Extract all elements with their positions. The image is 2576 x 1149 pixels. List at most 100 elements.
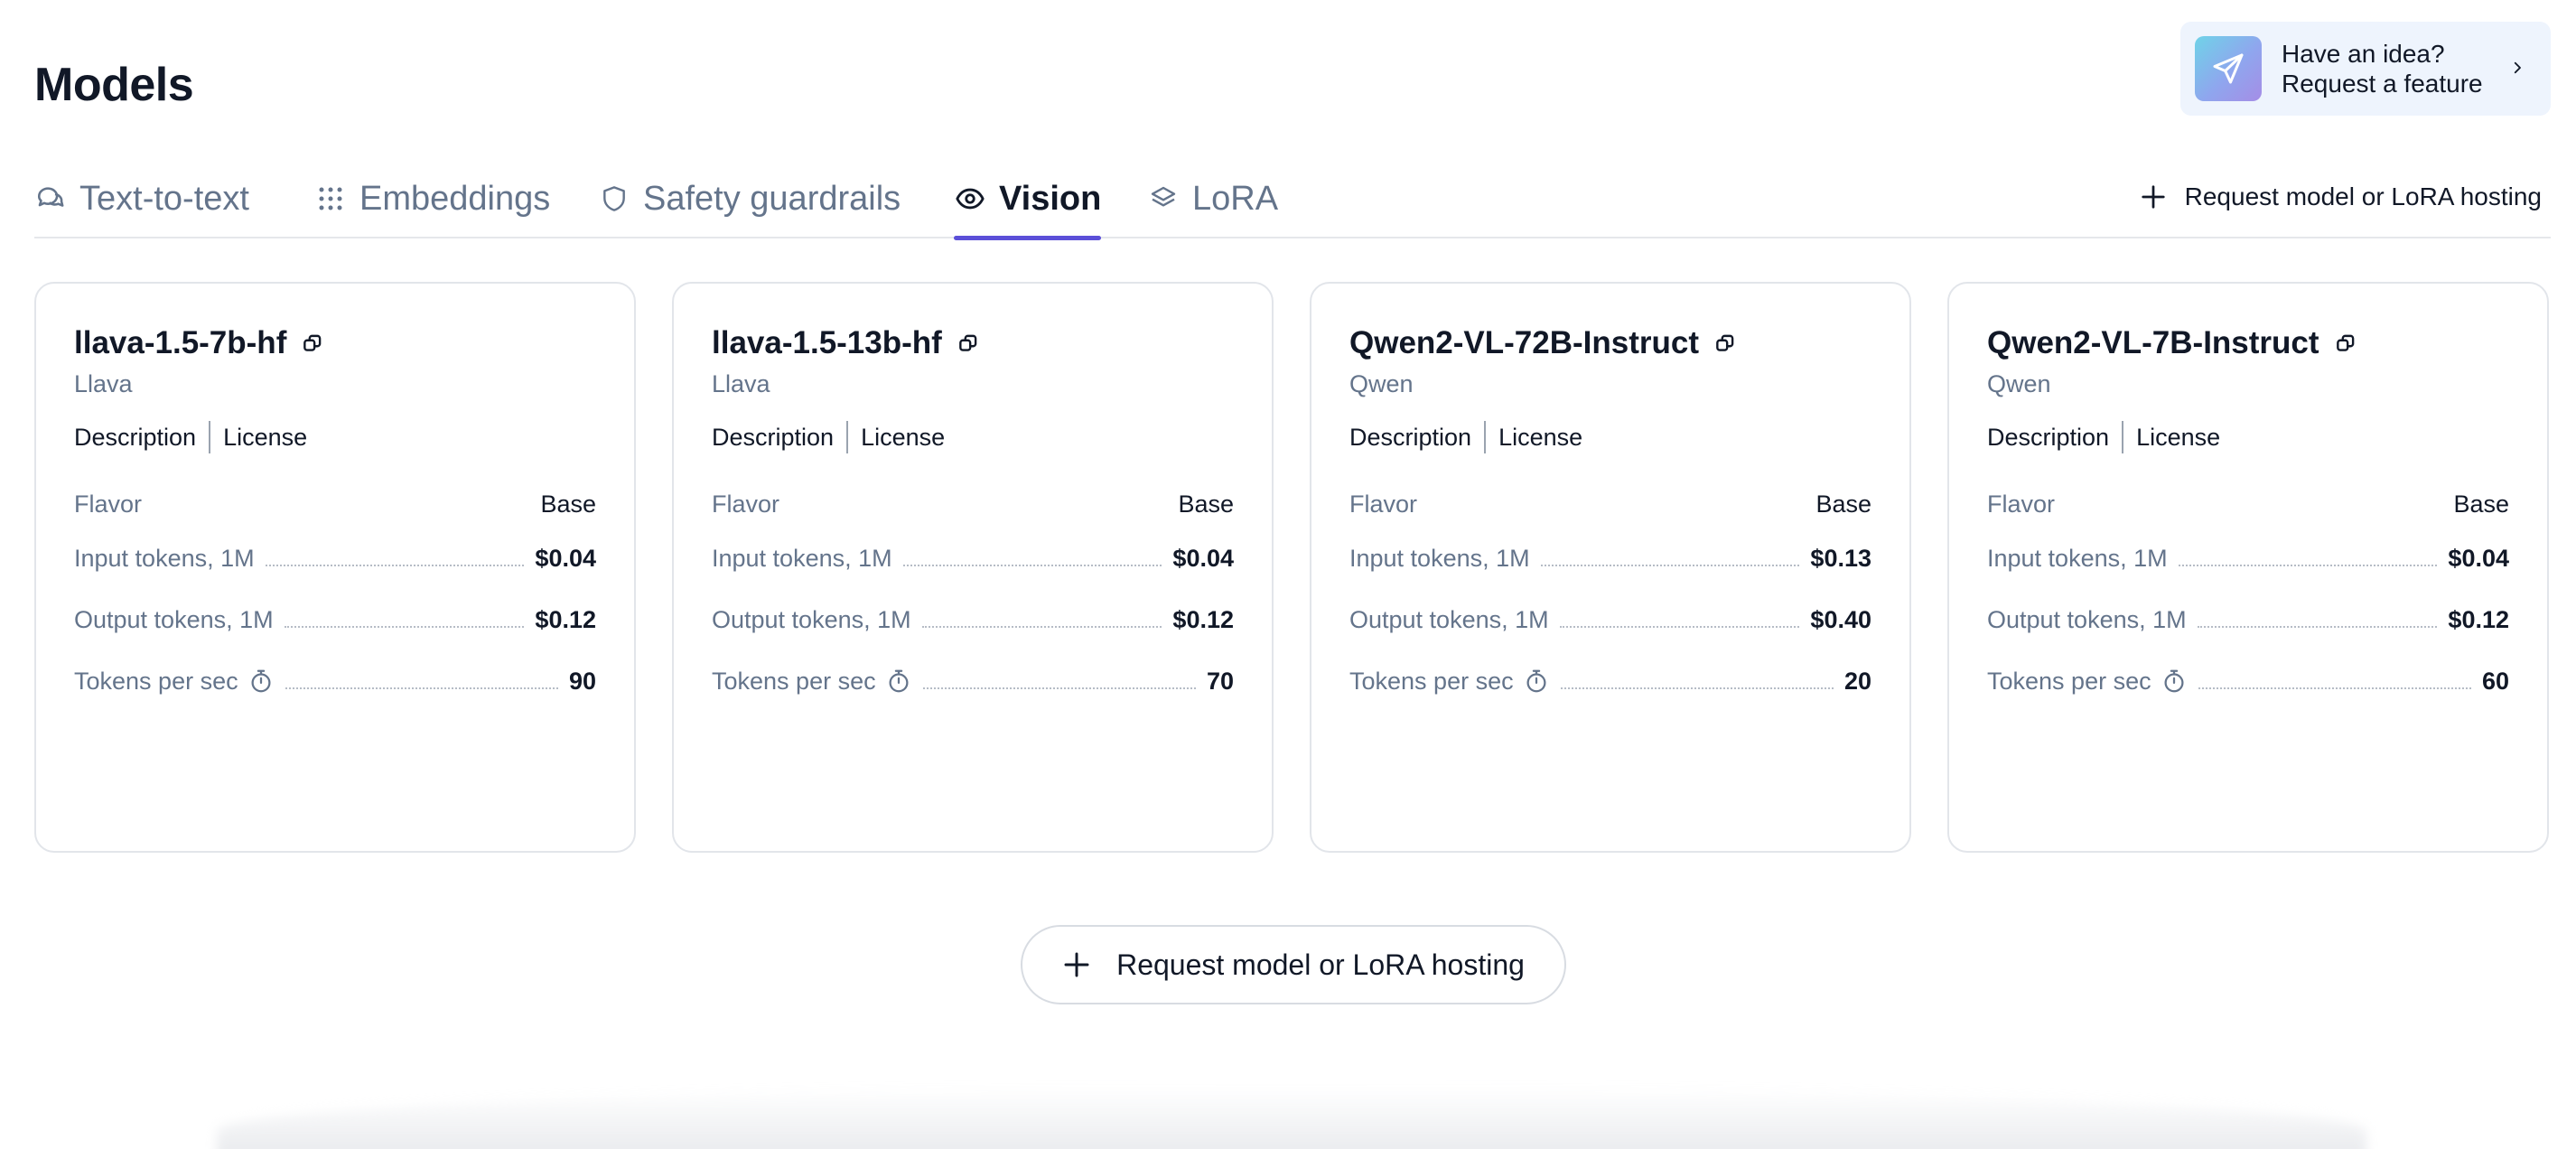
dotted-leader (1559, 626, 1800, 628)
tab-label: Embeddings (359, 179, 551, 218)
tab-lora[interactable]: LoRA (1147, 159, 1278, 238)
license-link[interactable]: License (223, 423, 308, 451)
model-name: Qwen2-VL-72B-Instruct (1349, 325, 1737, 361)
input-label: Input tokens, 1M (1349, 544, 1530, 572)
model-category-tabs: Text-to-text Embeddings Safety guardrail… (34, 159, 2551, 240)
flavor-row: Flavor Base (1987, 488, 2509, 520)
stopwatch-icon (247, 668, 275, 695)
divider (1484, 421, 1487, 453)
tab-label: Vision (999, 179, 1102, 218)
grid-dots-icon (314, 182, 347, 215)
flavor-value: Base (540, 490, 596, 518)
tokens-per-sec: 70 (1206, 667, 1234, 695)
paper-plane-icon (2195, 36, 2262, 101)
layers-icon (1147, 182, 1180, 215)
description-link[interactable]: Description (1987, 423, 2110, 451)
model-name: llava-1.5-7b-hf (74, 325, 324, 361)
input-price: $0.04 (535, 544, 596, 572)
card-links: Description License (712, 421, 945, 453)
dotted-leader (921, 626, 1162, 628)
plus-icon (1064, 952, 1089, 977)
dotted-leader (2198, 687, 2471, 689)
input-price-row: Input tokens, 1M $0.13 (1349, 542, 1871, 574)
output-price: $0.40 (1810, 605, 1871, 633)
output-price-row: Output tokens, 1M $0.12 (1987, 603, 2509, 636)
flavor-value: Base (1178, 490, 1234, 518)
speed-row: Tokens per sec 20 (1349, 665, 1871, 697)
license-link[interactable]: License (1498, 423, 1583, 451)
model-card: llava-1.5-7b-hf Llava Description Licens… (34, 282, 636, 853)
model-name: Qwen2-VL-7B-Instruct (1987, 325, 2357, 361)
tab-embeddings[interactable]: Embeddings (314, 159, 550, 238)
tab-vision[interactable]: Vision (954, 159, 1102, 240)
speed-label-wrap: Tokens per sec (1349, 668, 1550, 696)
dotted-leader (2197, 626, 2438, 628)
description-link[interactable]: Description (1349, 423, 1472, 451)
model-name-text: Qwen2-VL-72B-Instruct (1349, 325, 1699, 360)
model-card: llava-1.5-13b-hf Llava Description Licen… (672, 282, 1274, 853)
flavor-label: Flavor (712, 490, 780, 518)
speed-label: Tokens per sec (1987, 667, 2151, 695)
flavor-label: Flavor (74, 490, 143, 518)
output-label: Output tokens, 1M (74, 605, 274, 633)
speed-row: Tokens per sec 90 (74, 665, 596, 697)
divider (2122, 421, 2124, 453)
dotted-leader (285, 687, 558, 689)
dotted-leader (902, 565, 1162, 566)
input-label: Input tokens, 1M (1987, 544, 2168, 572)
request-hosting-button-label: Request model or LoRA hosting (1116, 948, 1525, 981)
model-card: Qwen2-VL-72B-Instruct Qwen Description L… (1310, 282, 1911, 853)
dotted-leader (1540, 565, 1800, 566)
card-links: Description License (1349, 421, 1582, 453)
divider (846, 421, 849, 453)
flavor-label: Flavor (1349, 490, 1418, 518)
description-link[interactable]: Description (712, 423, 835, 451)
request-hosting-link[interactable]: Request model or LoRA hosting (2140, 177, 2542, 217)
output-price: $0.12 (535, 605, 596, 633)
tokens-per-sec: 20 (1843, 667, 1871, 695)
input-label: Input tokens, 1M (712, 544, 892, 572)
input-price-row: Input tokens, 1M $0.04 (74, 542, 596, 574)
stopwatch-icon (2161, 668, 2188, 695)
copy-icon[interactable] (2334, 332, 2357, 355)
plus-icon (2142, 185, 2165, 209)
page-title: Models (34, 59, 194, 111)
tab-text-to-text[interactable]: Text-to-text (34, 159, 249, 238)
license-link[interactable]: License (2136, 423, 2221, 451)
copy-icon[interactable] (957, 332, 980, 355)
input-price: $0.13 (1810, 544, 1871, 572)
input-label: Input tokens, 1M (74, 544, 255, 572)
dotted-leader (922, 687, 1196, 689)
speed-row: Tokens per sec 60 (1987, 665, 2509, 697)
speed-label-wrap: Tokens per sec (712, 668, 912, 696)
request-hosting-button[interactable]: Request model or LoRA hosting (1021, 925, 1566, 1004)
input-price-row: Input tokens, 1M $0.04 (1987, 542, 2509, 574)
speed-label-wrap: Tokens per sec (74, 668, 275, 696)
input-price: $0.04 (1172, 544, 1234, 572)
model-name-text: llava-1.5-13b-hf (712, 325, 942, 360)
output-label: Output tokens, 1M (1987, 605, 2187, 633)
copy-icon[interactable] (301, 332, 324, 355)
copy-icon[interactable] (1713, 332, 1737, 355)
request-feature-card[interactable]: Have an idea? Request a feature (2180, 22, 2551, 116)
bottom-panel-shadow (217, 1088, 2366, 1149)
model-vendor: Llava (712, 370, 770, 397)
stopwatch-icon (1523, 668, 1550, 695)
divider (209, 421, 211, 453)
flavor-value: Base (1815, 490, 1871, 518)
input-price-row: Input tokens, 1M $0.04 (712, 542, 1234, 574)
tab-label: Safety guardrails (643, 179, 901, 218)
tokens-per-sec: 90 (568, 667, 596, 695)
feature-text: Have an idea? Request a feature (2282, 39, 2483, 98)
card-links: Description License (74, 421, 307, 453)
tab-safety-guardrails[interactable]: Safety guardrails (598, 159, 901, 238)
dotted-leader (1560, 687, 1834, 689)
flavor-label: Flavor (1987, 490, 2056, 518)
stopwatch-icon (885, 668, 912, 695)
speed-label: Tokens per sec (712, 667, 876, 695)
license-link[interactable]: License (861, 423, 946, 451)
flavor-row: Flavor Base (712, 488, 1234, 520)
description-link[interactable]: Description (74, 423, 197, 451)
output-price-row: Output tokens, 1M $0.40 (1349, 603, 1871, 636)
model-card: Qwen2-VL-7B-Instruct Qwen Description Li… (1947, 282, 2549, 853)
